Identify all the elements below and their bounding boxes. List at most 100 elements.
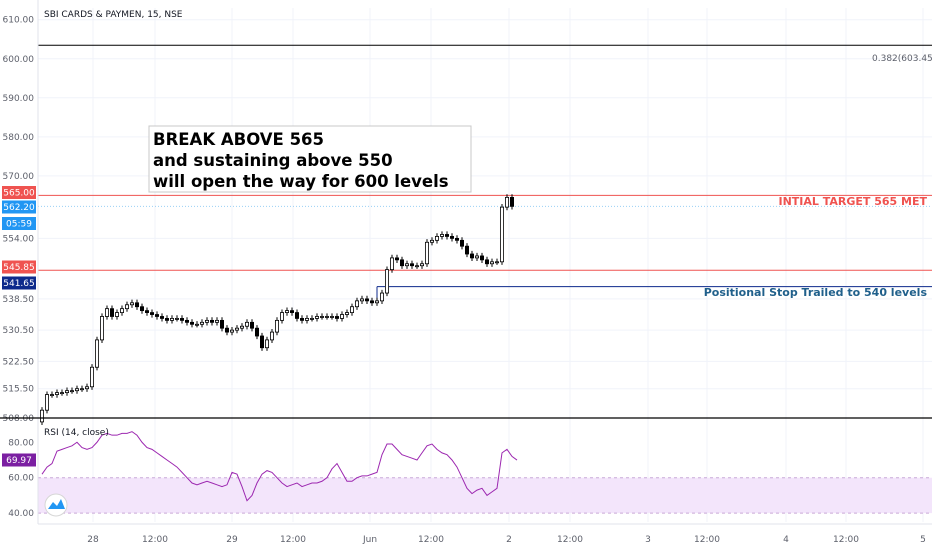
- candle-body: [464, 245, 469, 255]
- target-label: INTIAL TARGET 565 MET: [778, 195, 927, 208]
- price-badge-bg: [2, 276, 36, 290]
- candle-body: [434, 236, 439, 241]
- logo[interactable]: [44, 493, 68, 517]
- candle-body: [369, 300, 374, 304]
- rsi-badge-bg: [2, 453, 36, 467]
- candle-body: [359, 298, 364, 302]
- candle-body: [484, 259, 489, 265]
- candle-body: [110, 308, 115, 317]
- candle-body: [219, 319, 224, 329]
- candle-body: [269, 331, 274, 341]
- x-tick-label: Jun: [362, 535, 377, 545]
- candle-body: [229, 329, 234, 333]
- candle-body: [334, 316, 339, 319]
- candle-body: [299, 318, 304, 321]
- candle-body: [179, 318, 184, 321]
- logo-chart-icon: [48, 499, 65, 509]
- candle-body: [249, 321, 254, 329]
- x-tick-label: 3: [645, 535, 651, 545]
- x-tick-label: 12:00: [694, 535, 720, 545]
- candle-body: [284, 310, 289, 313]
- candle-body: [259, 335, 264, 349]
- x-tick-label: 12:00: [557, 535, 583, 545]
- x-tick-label: 12:00: [418, 535, 444, 545]
- candle-body: [309, 318, 314, 320]
- candle-body: [469, 253, 474, 259]
- candle-body: [45, 394, 50, 411]
- candle-body: [204, 319, 209, 323]
- candle-body: [90, 366, 95, 388]
- y-tick-label: 538.50: [3, 295, 35, 305]
- candle-body: [199, 321, 204, 325]
- candle-body: [509, 196, 514, 207]
- candles: [40, 194, 514, 426]
- candle-body: [449, 236, 454, 239]
- y-tick-label: 522.50: [3, 357, 35, 367]
- rsi-line: [41, 431, 518, 502]
- fib-level-label: 0.382(603.45): [872, 54, 932, 64]
- candle-body: [474, 255, 479, 259]
- candle-body: [459, 239, 464, 247]
- candle-body: [224, 327, 229, 333]
- candle-body: [279, 312, 284, 321]
- x-tick-label: 12:00: [280, 535, 306, 545]
- y-tick-label: 515.50: [3, 385, 35, 395]
- candle-body: [194, 323, 199, 326]
- y-tick-label: 600.00: [3, 55, 35, 65]
- y-tick-label: 580.00: [3, 133, 35, 143]
- candle-body: [169, 318, 174, 321]
- y-tick-label: 610.00: [3, 16, 35, 26]
- y-tick-label: 508.00: [3, 414, 35, 424]
- candle-body: [339, 314, 344, 319]
- candle-body: [384, 269, 389, 294]
- candle-body: [125, 304, 130, 310]
- candle-body: [105, 308, 110, 317]
- candle-body: [354, 300, 359, 308]
- candle-body: [159, 316, 164, 319]
- x-tick-label: 12:00: [142, 535, 168, 545]
- candle-body: [244, 321, 249, 327]
- rsi-title: RSI (14, close): [44, 428, 109, 438]
- candle-body: [184, 319, 189, 323]
- candle-body: [379, 292, 384, 302]
- candle-body: [454, 237, 459, 241]
- y-tick-label: 530.50: [3, 326, 35, 336]
- candle-body: [404, 263, 409, 267]
- annotation-box[interactable]: BREAK ABOVE 565 and sustaining above 550…: [148, 125, 472, 193]
- price-badge: 05:59: [6, 220, 32, 230]
- candle-body: [424, 241, 429, 265]
- candle-body: [60, 392, 65, 395]
- candle-body: [324, 316, 329, 318]
- candle-body: [85, 386, 90, 390]
- price-badge-bg: [2, 200, 36, 214]
- candle-body: [479, 255, 484, 261]
- candle-body: [494, 261, 499, 264]
- price-badge: 545.85: [3, 263, 35, 273]
- candle-body: [349, 306, 354, 313]
- candle-body: [55, 392, 60, 395]
- candle-body: [95, 339, 100, 368]
- candle-body: [65, 390, 70, 394]
- price-badge: 541.65: [3, 279, 35, 289]
- candle-body: [50, 394, 55, 396]
- candle-body: [389, 257, 394, 271]
- candle-body: [409, 263, 414, 267]
- grid-lines: [38, 8, 932, 522]
- candle-body: [174, 318, 179, 320]
- candle-body: [254, 327, 259, 337]
- candle-body: [264, 339, 269, 349]
- y-tick-label: 554.00: [3, 234, 35, 244]
- x-tick-label: 29: [226, 535, 238, 545]
- candle-body: [209, 319, 214, 323]
- candle-body: [319, 316, 324, 318]
- candle-body: [115, 312, 120, 317]
- price-badges: 565.00 562.20 05:59 545.85 541.65 69.97: [2, 186, 36, 467]
- candle-body: [394, 257, 399, 261]
- candle-body: [134, 302, 139, 308]
- candle-body: [294, 312, 299, 319]
- candle-body: [414, 265, 419, 268]
- candle-body: [274, 319, 279, 333]
- candle-body: [100, 316, 105, 341]
